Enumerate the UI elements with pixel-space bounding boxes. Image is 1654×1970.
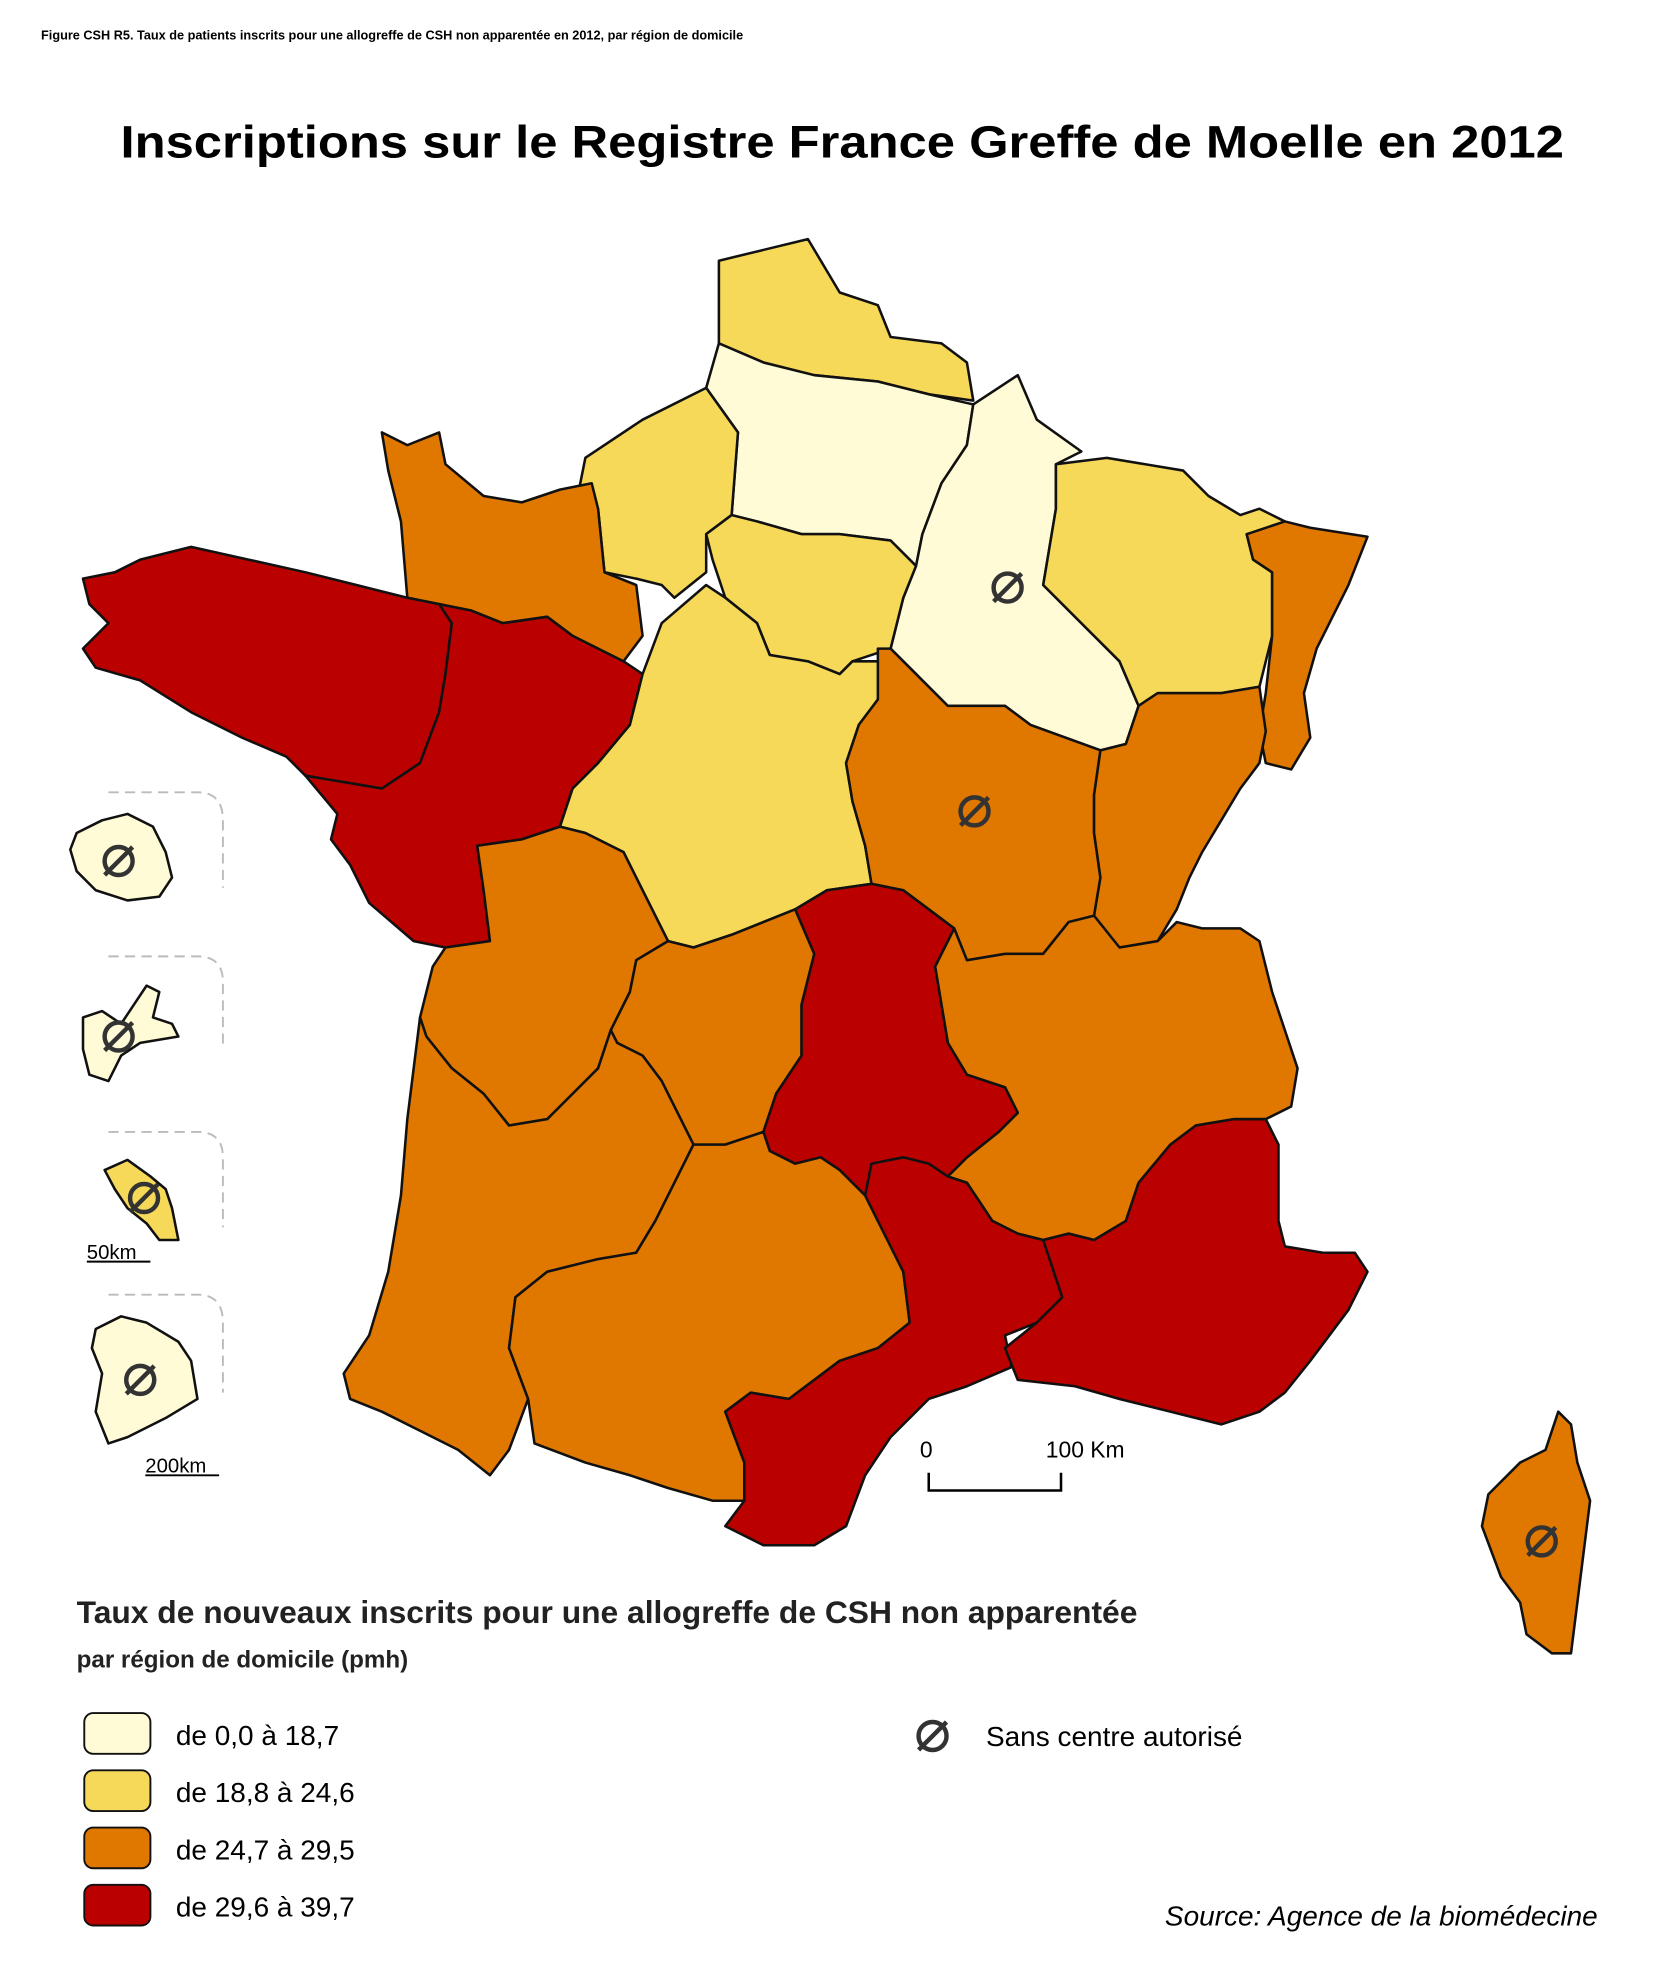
region (1003, 1117, 1369, 1426)
legend-label: de 18,8 à 24,6 (176, 1777, 355, 1808)
legend-label: de 24,7 à 29,5 (176, 1834, 355, 1865)
legend-subtitle: par région de domicile (pmh) (77, 1646, 409, 1673)
scale-bar (927, 1472, 1063, 1492)
regions (69, 237, 1592, 1655)
inset-scale: 50km (87, 1242, 137, 1264)
legend-swatch (83, 1883, 152, 1927)
region (81, 545, 454, 790)
scale-label: 100 Km (1046, 1436, 1125, 1462)
region (1480, 1410, 1592, 1655)
inset-frames (108, 791, 224, 1393)
legend-label: de 0,0 à 18,7 (176, 1720, 339, 1751)
region (723, 1156, 1064, 1547)
legend-label: Sans centre autorisé (986, 1721, 1243, 1752)
region (1245, 520, 1369, 771)
caption: Figure CSH R5. Taux de patients inscrits… (41, 27, 743, 42)
region (90, 1315, 199, 1445)
region (1092, 685, 1268, 949)
legend-swatch (83, 1826, 152, 1870)
source: Source: Agence de la biomédecine (1165, 1900, 1598, 1931)
legend-title: Taux de nouveaux inscrits pour une allog… (77, 1594, 1138, 1630)
map-title: Inscriptions sur le Registre France Gref… (121, 117, 1564, 168)
legend-label: de 29,6 à 39,7 (176, 1892, 355, 1923)
inset-scale: 200km (145, 1456, 206, 1478)
legend-swatch (83, 1769, 152, 1812)
scale-label: 0 (920, 1436, 933, 1462)
legend-swatch (83, 1712, 152, 1755)
legend-items: de 0,0 à 18,7 de 18,8 à 24,6 de 24,7 à 29,… (83, 1712, 355, 1927)
